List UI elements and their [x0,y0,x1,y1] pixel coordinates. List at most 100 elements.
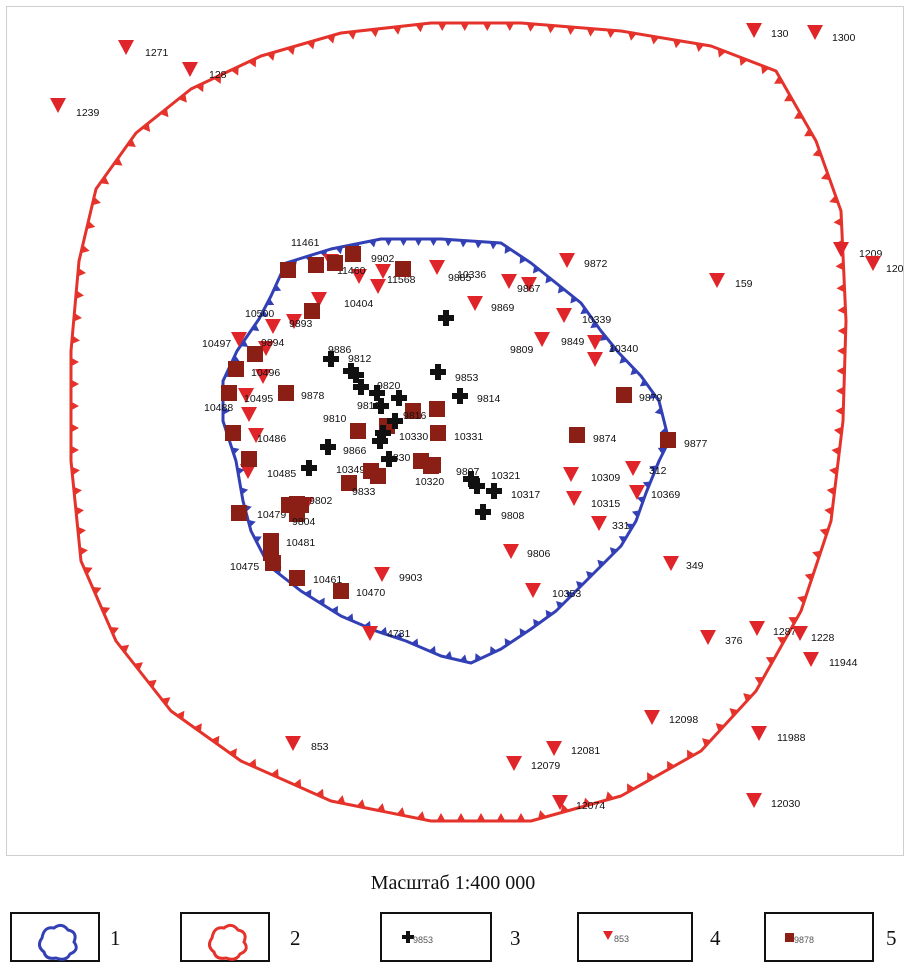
brown-square-marker [228,361,244,377]
marker-label: 10470 [356,587,385,599]
marker-label: 9816 [403,410,427,422]
red-triangle-marker: 9885 [429,260,472,284]
marker-label: 10497 [202,338,231,350]
marker-label: 1300 [832,32,856,44]
marker-label: 9830 [387,452,411,464]
black-cross-marker: 9807 [456,466,480,487]
marker-label: 9809 [510,344,534,356]
red-triangle-marker: 376 [700,630,743,647]
legend-number-3: 3 [510,926,521,950]
red-triangle-marker: 10369 [629,485,680,501]
red-triangle-marker: 10309 [563,467,620,484]
marker-label: 10404 [344,298,373,310]
red-triangle-marker: 853 [285,736,329,753]
marker-label: 10496 [251,367,280,379]
red-contour-boundary [69,21,848,823]
marker-label: 376 [725,635,743,647]
brown-square-marker: 9879 [616,387,663,404]
marker-label: 12030 [771,798,800,810]
marker-label: 1271 [145,47,169,59]
red-triangle-marker: 120 [865,256,904,275]
red-triangle-marker: 9894 [258,337,285,356]
map-frame: 1271 128 1239 130 1300 1209 120 159 9872 11461 114… [6,6,904,856]
red-triangle-marker: 9809 [510,332,550,356]
marker-label: 10500 [245,308,274,320]
red-triangle-marker: 10488 [204,402,257,422]
marker-label: 10339 [582,314,611,326]
black-cross-marker: 9812 [348,353,372,383]
brown-square-marker [429,401,445,417]
marker-label: 128 [209,69,227,81]
red-triangle-marker: 9806 [503,544,551,560]
marker-label: 853 [311,741,329,753]
legend-number-1: 1 [110,926,121,950]
red-triangle-marker: 12074 [552,795,605,812]
red-triangle-marker: 9903 [374,567,423,584]
marker-label: 1239 [76,107,100,119]
red-triangle-marker: 349 [663,556,704,572]
black-cross-marker: 9808 [475,504,525,522]
red-triangle-marker: 10486 [248,428,286,445]
marker-label: 130 [771,28,789,40]
marker-label: 9814 [477,393,501,405]
legend-swatch-triangle: 853 [577,912,693,962]
marker-label: 10349 [336,464,365,476]
red-triangle-marker: 159 [709,273,753,290]
marker-label: 10486 [257,433,286,445]
legend-swatch-red-contour [180,912,270,962]
marker-label: 10315 [591,498,620,510]
red-triangle-marker: 1239 [50,98,100,119]
marker-label: 12079 [531,760,560,772]
marker-label: 11460 [337,265,366,277]
marker-label: 10479 [257,509,286,521]
brown-square-marker [221,385,237,401]
marker-label: 9820 [377,380,401,392]
marker-label: 9877 [684,438,708,450]
legend-sample-triangle-label: 853 [614,934,629,944]
red-triangle-marker: 130 [746,23,789,40]
black-cross-marker: 9810 [320,413,347,455]
black-cross-marker [301,460,317,476]
marker-label: 9804 [292,516,316,528]
black-cross-marker: 10321 [469,470,520,494]
marker-label: 1287 [773,626,797,638]
black-cross-marker [391,390,407,406]
brown-square-marker: 9833 [341,475,376,498]
legend-sample-cross-label: 9853 [413,935,433,945]
marker-label: 9879 [639,392,663,404]
marker-label: 9812 [348,353,372,365]
red-triangle-marker: 10336 [457,269,517,289]
blue-contour-boundary [221,237,671,665]
marker-label: 12074 [576,800,605,812]
red-triangle-marker: 10495 [238,388,273,405]
red-triangle-marker: 9902 [371,253,395,279]
marker-label: 9894 [261,337,285,349]
black-cross-marker: 9816 [387,410,427,429]
brown-square-marker: 9878 [278,385,325,402]
red-triangle-marker: 9869 [467,296,515,314]
marker-label: 11461 [291,237,320,249]
brown-square-marker: 9874 [569,427,617,445]
red-triangle-marker: 4731 [362,626,411,641]
legend-number-5: 5 [886,926,897,950]
marker-label: 312 [649,465,667,477]
black-cross-marker [343,363,359,379]
marker-label: 9806 [527,548,551,560]
brown-square-marker [350,423,366,439]
red-triangle-marker: 1228 [792,626,835,644]
red-triangle-marker: 9872 [559,253,608,270]
marker-label: 9902 [371,253,395,265]
brown-square-marker: 9877 [660,432,708,450]
brown-square-marker [247,346,263,362]
marker-label: 9866 [343,445,367,457]
brown-square-marker [241,451,257,467]
brown-square-marker [225,425,241,441]
black-cross-marker: 9853 [430,364,479,384]
black-cross-marker: 9814 [452,388,501,405]
red-triangle-marker: 10404 [311,292,373,310]
brown-square-marker [345,246,361,262]
marker-label: 10369 [651,489,680,501]
red-triangle-marker: 12098 [644,710,698,726]
legend-swatch-square: 9878 [764,912,874,962]
red-triangle-marker: 10485 [240,464,296,480]
